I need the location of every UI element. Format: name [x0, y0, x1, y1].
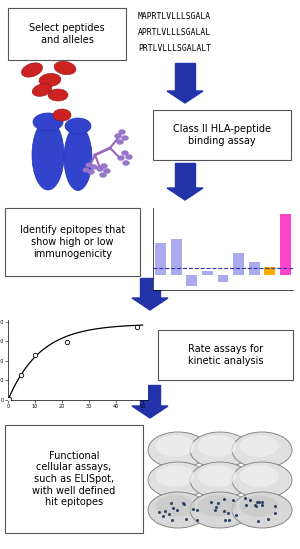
Ellipse shape	[118, 155, 124, 160]
Ellipse shape	[65, 118, 91, 134]
Ellipse shape	[32, 83, 52, 96]
Ellipse shape	[155, 465, 194, 487]
Ellipse shape	[232, 492, 292, 528]
Polygon shape	[167, 188, 203, 200]
Ellipse shape	[53, 109, 71, 121]
Point	[32, 351, 37, 360]
Point	[65, 338, 70, 347]
Ellipse shape	[239, 435, 278, 457]
Ellipse shape	[122, 160, 130, 165]
Ellipse shape	[64, 126, 92, 191]
Ellipse shape	[32, 120, 64, 190]
Ellipse shape	[54, 61, 76, 75]
Text: Identify epitopes that
show high or low
immunogenicity: Identify epitopes that show high or low …	[20, 226, 125, 259]
Ellipse shape	[197, 495, 236, 517]
Text: Class II HLA-peptide
binding assay: Class II HLA-peptide binding assay	[173, 124, 271, 146]
Point	[135, 322, 140, 331]
Text: PRTLVLLLSGALALT: PRTLVLLLSGALALT	[138, 44, 211, 53]
FancyBboxPatch shape	[153, 110, 291, 160]
Polygon shape	[167, 91, 203, 103]
Ellipse shape	[197, 435, 236, 457]
Polygon shape	[132, 406, 168, 418]
Bar	[264, 267, 275, 276]
Text: MAPRTLVLLLSGALA: MAPRTLVLLLSGALA	[138, 12, 211, 21]
Bar	[280, 214, 291, 276]
Ellipse shape	[88, 170, 94, 175]
Ellipse shape	[155, 435, 194, 457]
Ellipse shape	[116, 139, 124, 144]
Ellipse shape	[148, 432, 208, 468]
Bar	[249, 262, 260, 276]
Ellipse shape	[100, 164, 107, 169]
Bar	[155, 243, 166, 276]
Ellipse shape	[122, 150, 128, 155]
Bar	[218, 276, 228, 282]
FancyBboxPatch shape	[5, 208, 140, 276]
Ellipse shape	[190, 432, 250, 468]
Ellipse shape	[33, 113, 63, 131]
Ellipse shape	[148, 492, 208, 528]
Polygon shape	[140, 278, 160, 298]
Ellipse shape	[232, 432, 292, 468]
Ellipse shape	[239, 465, 278, 487]
Ellipse shape	[239, 495, 278, 517]
Ellipse shape	[48, 89, 68, 101]
Ellipse shape	[122, 136, 128, 141]
Ellipse shape	[190, 462, 250, 498]
Ellipse shape	[97, 166, 104, 171]
Point	[7, 395, 12, 404]
FancyBboxPatch shape	[158, 330, 293, 380]
Ellipse shape	[148, 462, 208, 498]
Ellipse shape	[82, 167, 89, 172]
Ellipse shape	[21, 63, 43, 77]
Ellipse shape	[118, 130, 125, 135]
Ellipse shape	[197, 465, 236, 487]
Polygon shape	[132, 298, 168, 310]
Ellipse shape	[100, 172, 106, 177]
Ellipse shape	[103, 169, 110, 173]
Text: Functional
cellular assays,
such as ELISpot,
with well defined
hit epitopes: Functional cellular assays, such as ELIS…	[32, 451, 116, 507]
Text: Rate assays for
kinetic analysis: Rate assays for kinetic analysis	[188, 344, 263, 366]
Polygon shape	[140, 385, 160, 406]
Ellipse shape	[155, 495, 194, 517]
Text: Select peptides
and alleles: Select peptides and alleles	[29, 23, 105, 45]
FancyBboxPatch shape	[8, 8, 126, 60]
Bar	[233, 253, 244, 276]
Ellipse shape	[115, 133, 122, 138]
Ellipse shape	[190, 492, 250, 528]
Ellipse shape	[232, 462, 292, 498]
FancyBboxPatch shape	[5, 425, 143, 533]
Ellipse shape	[91, 165, 98, 170]
Bar	[171, 239, 182, 276]
Text: APRTLVLLLSGALAL: APRTLVLLLSGALAL	[138, 28, 211, 37]
Bar	[186, 276, 197, 286]
Ellipse shape	[85, 163, 92, 167]
Polygon shape	[175, 163, 195, 188]
Ellipse shape	[125, 154, 133, 160]
Point	[19, 370, 24, 379]
Polygon shape	[175, 63, 195, 91]
Ellipse shape	[39, 74, 61, 87]
Bar	[202, 271, 213, 276]
